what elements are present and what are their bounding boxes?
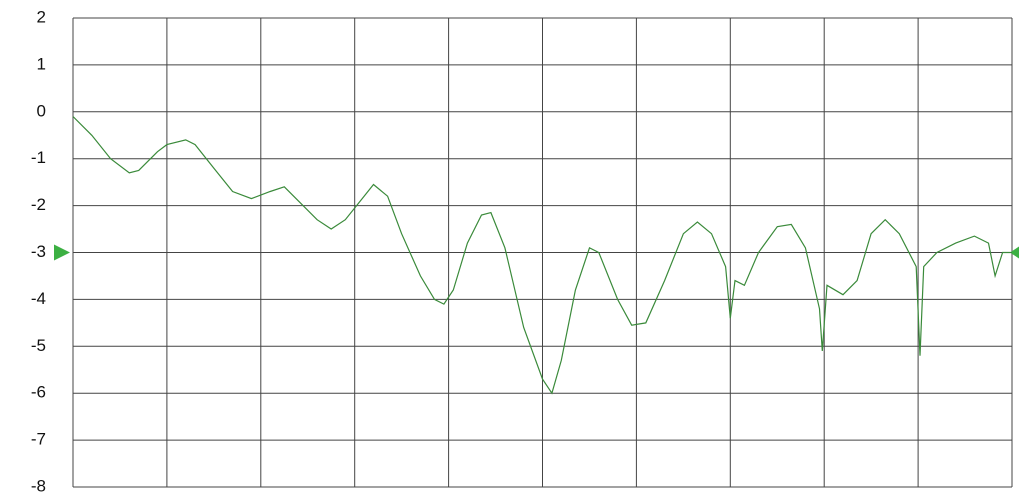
y-tick-label: -2 — [31, 195, 46, 214]
y-tick-label: -8 — [31, 476, 46, 495]
y-tick-label: -4 — [31, 289, 46, 308]
reference-marker — [54, 244, 70, 261]
y-tick-label: 0 — [37, 101, 46, 120]
y-tick-label: -7 — [31, 430, 46, 449]
y-tick-label: -3 — [31, 242, 46, 261]
y-tick-label: 2 — [37, 7, 46, 26]
y-tick-label: -6 — [31, 383, 46, 402]
y-tick-label: -1 — [31, 148, 46, 167]
data-line — [72, 116, 1012, 395]
y-tick-label: 1 — [37, 54, 46, 73]
y-tick-label: -5 — [31, 336, 46, 355]
reference-marker — [1010, 246, 1019, 259]
